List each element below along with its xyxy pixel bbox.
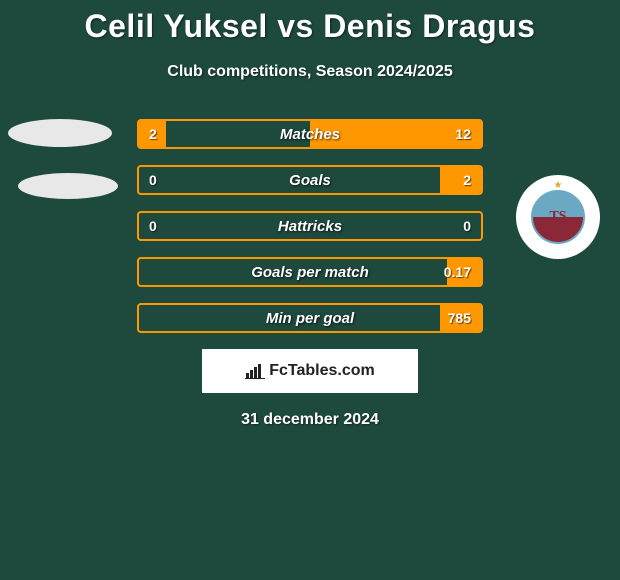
- stat-value-right: 2: [463, 167, 471, 193]
- subtitle: Club competitions, Season 2024/2025: [0, 63, 620, 81]
- stat-row-hattricks: 0 Hattricks 0: [137, 211, 483, 241]
- stat-label: Matches: [139, 121, 481, 147]
- stat-label: Min per goal: [139, 305, 481, 331]
- page-title: Celil Yuksel vs Denis Dragus: [0, 0, 620, 45]
- stat-row-min-per-goal: Min per goal 785: [137, 303, 483, 333]
- stat-value-right: 785: [448, 305, 471, 331]
- stat-row-goals: 0 Goals 2: [137, 165, 483, 195]
- comparison-content: ★ TS 2 Matches 12 0 Goals 2 0 Hattricks …: [0, 119, 620, 429]
- player1-photo-placeholder: [8, 119, 112, 147]
- bar-chart-icon: [245, 363, 265, 379]
- fctables-logo: FcTables.com: [202, 349, 418, 393]
- trabzonspor-crest: ★ TS: [531, 190, 585, 244]
- stat-label: Goals per match: [139, 259, 481, 285]
- stat-label: Goals: [139, 167, 481, 193]
- crest-circle: TS: [531, 190, 585, 244]
- logo-text: FcTables.com: [269, 362, 375, 380]
- crest-initials: TS: [549, 209, 566, 225]
- stat-value-right: 0: [463, 213, 471, 239]
- stats-bars: 2 Matches 12 0 Goals 2 0 Hattricks 0 Goa…: [137, 119, 483, 333]
- star-icon: ★: [554, 180, 563, 191]
- player1-club-placeholder: [18, 173, 118, 199]
- stat-row-matches: 2 Matches 12: [137, 119, 483, 149]
- left-player-placeholders: [8, 119, 128, 199]
- stat-value-right: 0.17: [444, 259, 471, 285]
- date-label: 31 december 2024: [0, 411, 620, 429]
- stat-row-goals-per-match: Goals per match 0.17: [137, 257, 483, 287]
- stat-value-right: 12: [455, 121, 471, 147]
- stat-label: Hattricks: [139, 213, 481, 239]
- player2-club-badge: ★ TS: [516, 175, 600, 259]
